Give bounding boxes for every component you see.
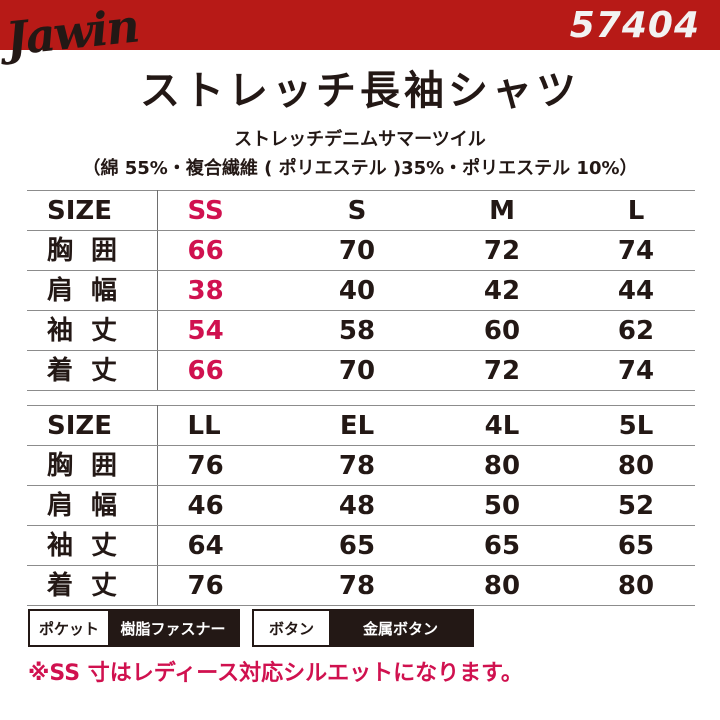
size-header-5l: 5L (577, 405, 695, 446)
cell: 78 (287, 445, 427, 486)
size-header-ss: SS (157, 190, 287, 231)
size-table-2: SIZE LL EL 4L 5L 胸囲 76 78 80 80 肩幅 46 48… (27, 405, 695, 606)
cell: 66 (157, 230, 287, 271)
size-header-m: M (427, 190, 577, 231)
cell: 62 (577, 310, 695, 351)
cell: 80 (427, 445, 577, 486)
cell: 66 (157, 350, 287, 391)
product-title: ストレッチ長袖シャツ (140, 68, 580, 114)
cell: 80 (577, 445, 695, 486)
spec-pocket-key: ポケット (30, 611, 108, 645)
cell: 70 (287, 230, 427, 271)
row-label-shoulder: 肩幅 (27, 270, 158, 311)
spec-button: ボタン 金属ボタン (252, 609, 474, 647)
brand-logo: Jawin (3, 0, 141, 67)
size-header-el: EL (287, 405, 427, 446)
cell: 78 (287, 565, 427, 606)
cell: 65 (287, 525, 427, 566)
cell: 65 (577, 525, 695, 566)
spec-button-value: 金属ボタン (329, 611, 472, 645)
table-header-row: SIZE SS S M L (27, 190, 695, 231)
cell: 52 (577, 485, 695, 526)
cell: 54 (157, 310, 287, 351)
fabric-composition: （綿 55%・複合繊維 ( ポリエステル )35%・ポリエステル 10%） (82, 158, 638, 179)
table-row: 肩幅 46 48 50 52 (27, 485, 695, 526)
cell: 48 (287, 485, 427, 526)
table-row: 胸囲 76 78 80 80 (27, 445, 695, 486)
size-header-label: SIZE (27, 190, 158, 231)
row-label-chest: 胸囲 (27, 230, 158, 271)
product-code: 57404 (569, 5, 700, 46)
row-label-sleeve: 袖丈 (27, 310, 158, 351)
table-row: 着丈 66 70 72 74 (27, 350, 695, 391)
cell: 44 (577, 270, 695, 311)
row-label-length: 着丈 (27, 350, 158, 391)
table-row: 着丈 76 78 80 80 (27, 565, 695, 606)
cell: 74 (577, 230, 695, 271)
spec-button-key: ボタン (254, 611, 329, 645)
size-header-4l: 4L (427, 405, 577, 446)
table-row: 肩幅 38 40 42 44 (27, 270, 695, 311)
cell: 76 (157, 565, 287, 606)
size-header-ll: LL (157, 405, 287, 446)
cell: 50 (427, 485, 577, 526)
size-table-1: SIZE SS S M L 胸囲 66 70 72 74 肩幅 38 40 42… (27, 190, 695, 391)
cell: 80 (427, 565, 577, 606)
cell: 60 (427, 310, 577, 351)
size-header-s: S (287, 190, 427, 231)
cell: 70 (287, 350, 427, 391)
ss-size-note: ※SS 寸はレディース対応シルエットになります。 (28, 661, 523, 686)
cell: 38 (157, 270, 287, 311)
cell: 65 (427, 525, 577, 566)
cell: 42 (427, 270, 577, 311)
cell: 58 (287, 310, 427, 351)
table-header-row: SIZE LL EL 4L 5L (27, 405, 695, 446)
cell: 76 (157, 445, 287, 486)
cell: 80 (577, 565, 695, 606)
cell: 64 (157, 525, 287, 566)
size-header-l: L (577, 190, 695, 231)
table-row: 袖丈 64 65 65 65 (27, 525, 695, 566)
header-band (0, 0, 720, 50)
row-label-length: 着丈 (27, 565, 158, 606)
table-row: 袖丈 54 58 60 62 (27, 310, 695, 351)
table-row: 胸囲 66 70 72 74 (27, 230, 695, 271)
cell: 40 (287, 270, 427, 311)
row-label-shoulder: 肩幅 (27, 485, 158, 526)
fabric-name: ストレッチデニムサマーツイル (234, 129, 486, 150)
spec-pocket: ポケット 樹脂ファスナー (28, 609, 240, 647)
row-label-sleeve: 袖丈 (27, 525, 158, 566)
cell: 72 (427, 230, 577, 271)
size-header-label: SIZE (27, 405, 158, 446)
cell: 74 (577, 350, 695, 391)
cell: 72 (427, 350, 577, 391)
row-label-chest: 胸囲 (27, 445, 158, 486)
spec-pocket-value: 樹脂ファスナー (108, 611, 238, 645)
cell: 46 (157, 485, 287, 526)
